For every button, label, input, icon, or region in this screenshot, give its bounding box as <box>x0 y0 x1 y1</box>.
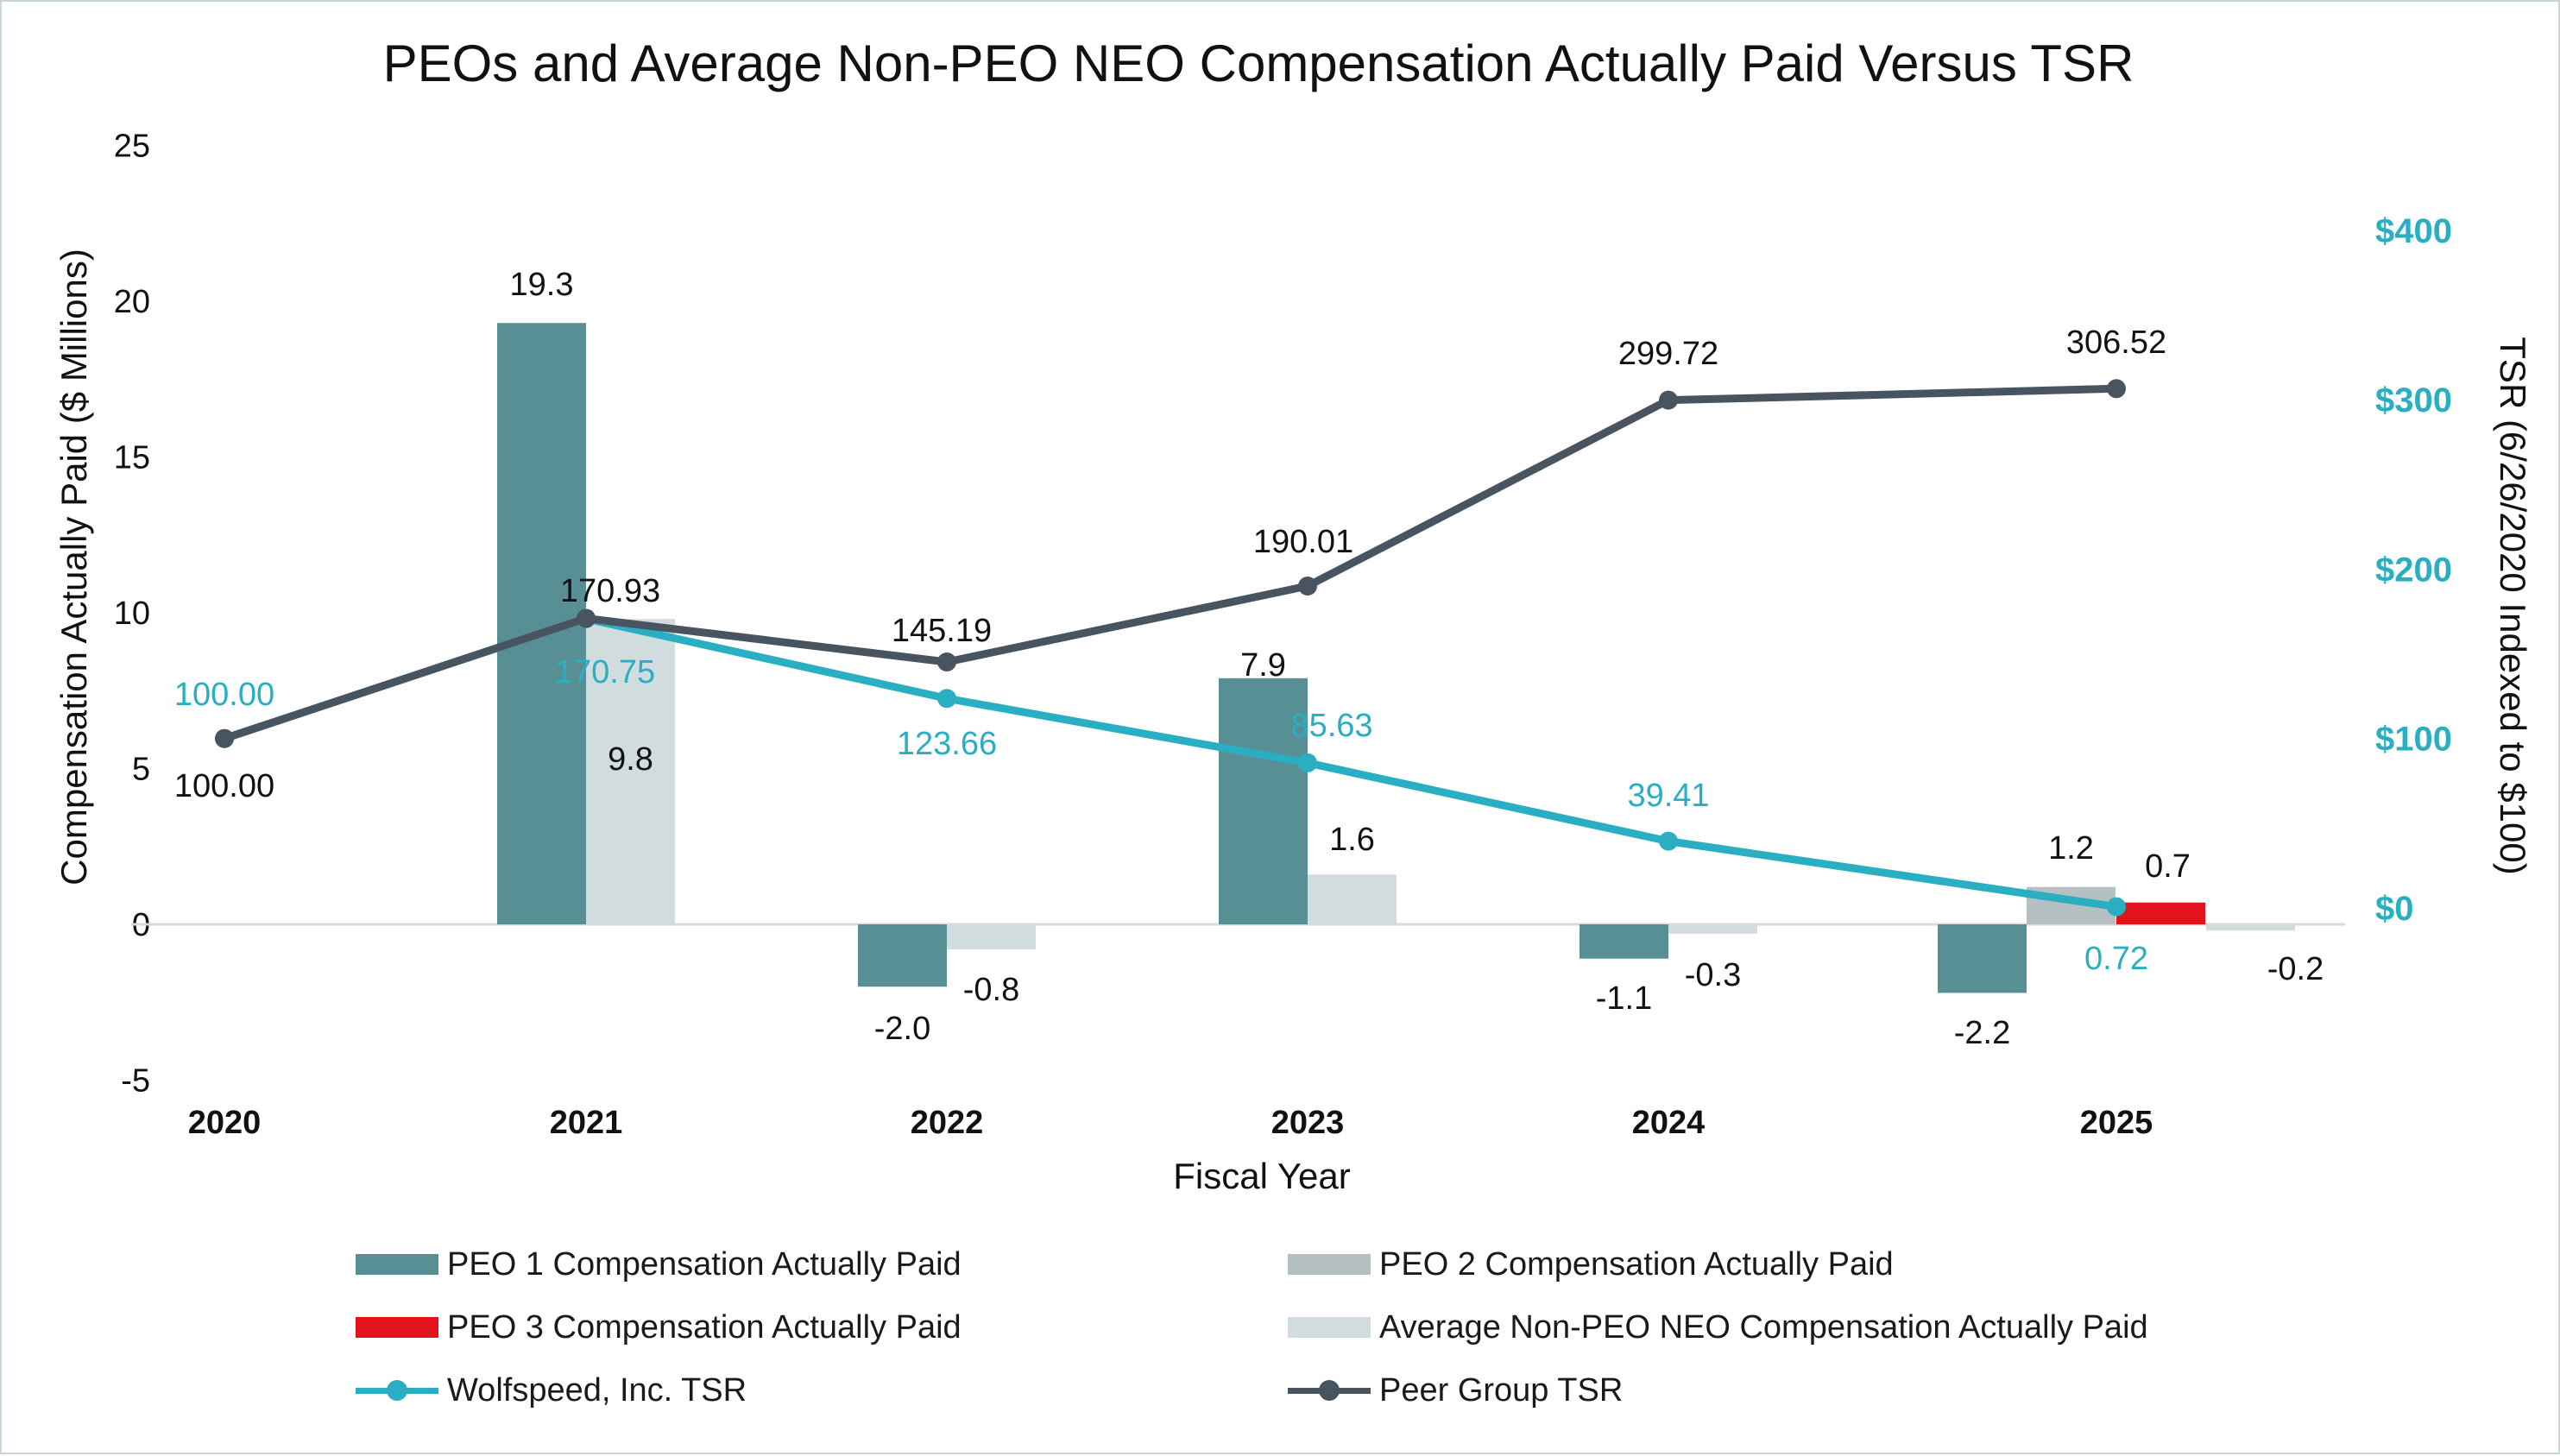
y-tick-left-15: 15 <box>114 440 150 476</box>
point-peer-tsr-2021 <box>577 608 596 628</box>
y-axis-right-label: TSR (6/26/2020 Indexed to $100) <box>2493 337 2533 874</box>
x-tick-2024: 2024 <box>1632 1105 1706 1141</box>
bar-avg-2021 <box>586 619 675 924</box>
point-peer-tsr-2024 <box>1659 390 1678 410</box>
line-label-wolfspeed-tsr-2021: 170.75 <box>555 654 655 690</box>
line-peer-tsr <box>220 384 2121 743</box>
legend-item-peo3[interactable]: PEO 3 Compensation Actually Paid <box>356 1306 962 1349</box>
legend-swatch-peo1 <box>356 1254 438 1275</box>
bar-peo1-2023 <box>1219 678 1308 924</box>
legend-swatch-avg <box>1288 1317 1371 1338</box>
bar-label-avg-2024: -0.3 <box>1685 957 1741 993</box>
bar-label-peo2-2025: 1.2 <box>2048 830 2094 867</box>
point-peer-tsr-2022 <box>937 652 956 671</box>
line-label-wolfspeed-tsr-2020: 100.00 <box>174 677 274 713</box>
point-peer-tsr-2025 <box>2107 379 2126 399</box>
bar-peo1-2022 <box>858 924 947 987</box>
bar-label-avg-2021: 9.8 <box>608 741 653 778</box>
y-tick-left-20: 20 <box>114 284 150 320</box>
line-label-wolfspeed-tsr-2022: 123.66 <box>897 726 997 762</box>
point-wolfspeed-tsr-2025 <box>2107 897 2126 917</box>
x-tick-2025: 2025 <box>2080 1105 2153 1141</box>
bar-label-peo1-2024: -1.1 <box>1596 980 1652 1017</box>
bar-label-peo1-2022: -2.0 <box>874 1011 930 1047</box>
bar-label-avg-2022: -0.8 <box>963 972 1019 1008</box>
bar-label-avg-2023: 1.6 <box>1329 822 1375 858</box>
legend-item-wolfspeed-tsr[interactable]: Wolfspeed, Inc. TSR <box>356 1369 747 1412</box>
x-tick-2020: 2020 <box>188 1105 262 1141</box>
bar-label-peo1-2021: 19.3 <box>510 267 574 303</box>
legend-label-wolfspeed-tsr: Wolfspeed, Inc. TSR <box>447 1371 747 1409</box>
legend-swatch-peo2 <box>1288 1254 1371 1275</box>
line-label-peer-tsr-2022: 145.19 <box>892 613 992 649</box>
legend-label-peo2: PEO 2 Compensation Actually Paid <box>1379 1245 1894 1283</box>
bar-peo3-2025 <box>2116 902 2205 924</box>
line-label-peer-tsr-2023: 190.01 <box>1253 524 1353 560</box>
y-tick-left-25: 25 <box>114 129 150 165</box>
line-label-wolfspeed-tsr-2024: 39.41 <box>1627 778 1709 814</box>
legend-item-peo2[interactable]: PEO 2 Compensation Actually Paid <box>1288 1243 1894 1286</box>
x-axis-label: Fiscal Year <box>1173 1156 1350 1196</box>
legend-swatch-peo3 <box>356 1317 438 1338</box>
line-label-peer-tsr-2021: 170.93 <box>560 573 660 609</box>
chart-legend: PEO 1 Compensation Actually Paid PEO 2 C… <box>2 1243 2560 1433</box>
bar-peo1-2024 <box>1580 924 1668 959</box>
bar-avg-2022 <box>947 924 1036 949</box>
y-tick-right-0: $0 <box>2375 890 2414 928</box>
y-tick-left-10: 10 <box>114 596 150 632</box>
line-label-peer-tsr-2025: 306.52 <box>2066 325 2166 361</box>
line-label-peer-tsr-2024: 299.72 <box>1618 336 1718 372</box>
x-tick-2021: 2021 <box>550 1105 623 1141</box>
bar-peo1-2025 <box>1938 924 2027 993</box>
legend-item-avg[interactable]: Average Non-PEO NEO Compensation Actuall… <box>1288 1306 2148 1349</box>
y-tick-right-300: $300 <box>2375 381 2452 419</box>
y-tick-left-5: 5 <box>132 752 150 788</box>
y-tick-right-100: $100 <box>2375 721 2452 759</box>
legend-label-peo3: PEO 3 Compensation Actually Paid <box>447 1308 962 1346</box>
point-wolfspeed-tsr-2024 <box>1659 831 1678 851</box>
point-wolfspeed-tsr-2023 <box>1298 753 1317 772</box>
y-tick-left--5: -5 <box>121 1063 150 1100</box>
bar-label-peo1-2023: 7.9 <box>1240 647 1286 684</box>
point-peer-tsr-2020 <box>215 728 234 748</box>
legend-label-avg: Average Non-PEO NEO Compensation Actuall… <box>1379 1308 2148 1346</box>
legend-item-peer-tsr[interactable]: Peer Group TSR <box>1288 1369 1623 1412</box>
legend-item-peo1[interactable]: PEO 1 Compensation Actually Paid <box>356 1243 962 1286</box>
y-tick-right-200: $200 <box>2375 551 2452 589</box>
line-label-wolfspeed-tsr-2023: 85.63 <box>1290 708 1372 744</box>
x-tick-2023: 2023 <box>1271 1105 1345 1141</box>
point-peer-tsr-2023 <box>1298 577 1317 596</box>
bar-label-avg-2025: -0.2 <box>2267 951 2324 987</box>
y-axis-left-label: Compensation Actually Paid ($ Millions) <box>54 249 94 886</box>
line-label-wolfspeed-tsr-2025: 0.72 <box>2084 941 2148 977</box>
legend-label-peo1: PEO 1 Compensation Actually Paid <box>447 1245 962 1283</box>
bar-avg-2023 <box>1308 874 1397 924</box>
legend-swatch-wolfspeed-tsr <box>356 1377 438 1403</box>
bar-avg-2025 <box>2206 924 2295 931</box>
legend-swatch-peer-tsr <box>1288 1377 1371 1403</box>
bar-label-peo1-2025: -2.2 <box>1954 1015 2010 1051</box>
chart-title: PEOs and Average Non-PEO NEO Compensatio… <box>383 35 2134 92</box>
bar-label-peo3-2025: 0.7 <box>2145 848 2191 885</box>
bar-avg-2024 <box>1668 924 1757 934</box>
point-wolfspeed-tsr-2022 <box>937 689 956 709</box>
x-tick-2022: 2022 <box>911 1105 984 1141</box>
line-label-peer-tsr-2020: 100.00 <box>174 768 274 804</box>
legend-label-peer-tsr: Peer Group TSR <box>1379 1371 1624 1409</box>
y-tick-right-400: $400 <box>2375 212 2452 250</box>
